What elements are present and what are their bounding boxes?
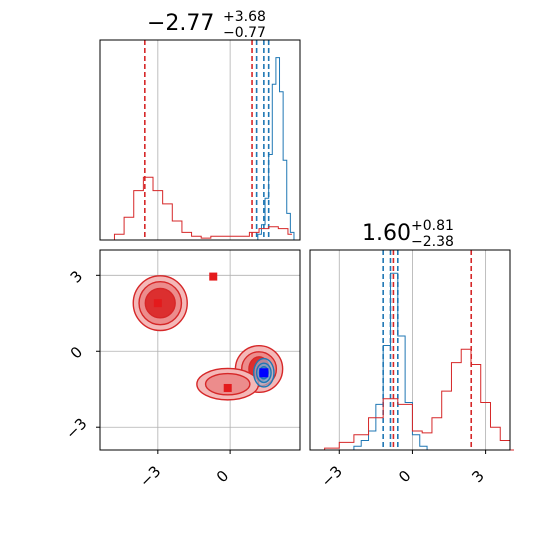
hist2-frame: [309, 249, 511, 451]
contour-ytick-label: −3: [62, 414, 90, 442]
contour-series-0-marker-2: [223, 383, 232, 392]
hist2-xtick-label: 0: [395, 467, 414, 486]
hist1-series-1-step: [104, 176, 292, 241]
contour-xtick-label: 0: [213, 467, 232, 486]
title-param-1-upper: +3.68: [223, 9, 266, 25]
hist2-xtick-label: −3: [318, 462, 346, 490]
title-param-1: −2.77: [147, 11, 214, 36]
contour-ytick-label: 0: [67, 343, 86, 362]
contour-frame: [99, 249, 301, 451]
hist2-series-0-step: [346, 272, 432, 451]
contour-series-0-marker-0: [153, 299, 162, 308]
hist2-xtick-label: 3: [468, 467, 487, 486]
contour-series-0-marker-1: [209, 272, 218, 281]
hist2-series-1-step: [310, 348, 514, 451]
title-param-1-lower: −0.77: [223, 25, 266, 41]
hist-panel-param-1: [99, 39, 301, 241]
title-param-2: 1.60: [362, 221, 411, 246]
hist1-frame: [99, 39, 301, 241]
title-param-2-lower: −2.38: [411, 234, 454, 250]
title-param-2-upper: +0.81: [411, 218, 454, 234]
hist-panel-param-2: −3 0 3: [309, 249, 514, 491]
contour-series-1-marker-0: [259, 368, 269, 378]
hist1-series-0-step: [254, 57, 298, 241]
contour-xtick-label: −3: [136, 462, 164, 490]
contour-ytick-label: 3: [67, 267, 86, 286]
contour-panel-2d: −3 0 3 0 −3: [62, 249, 301, 491]
